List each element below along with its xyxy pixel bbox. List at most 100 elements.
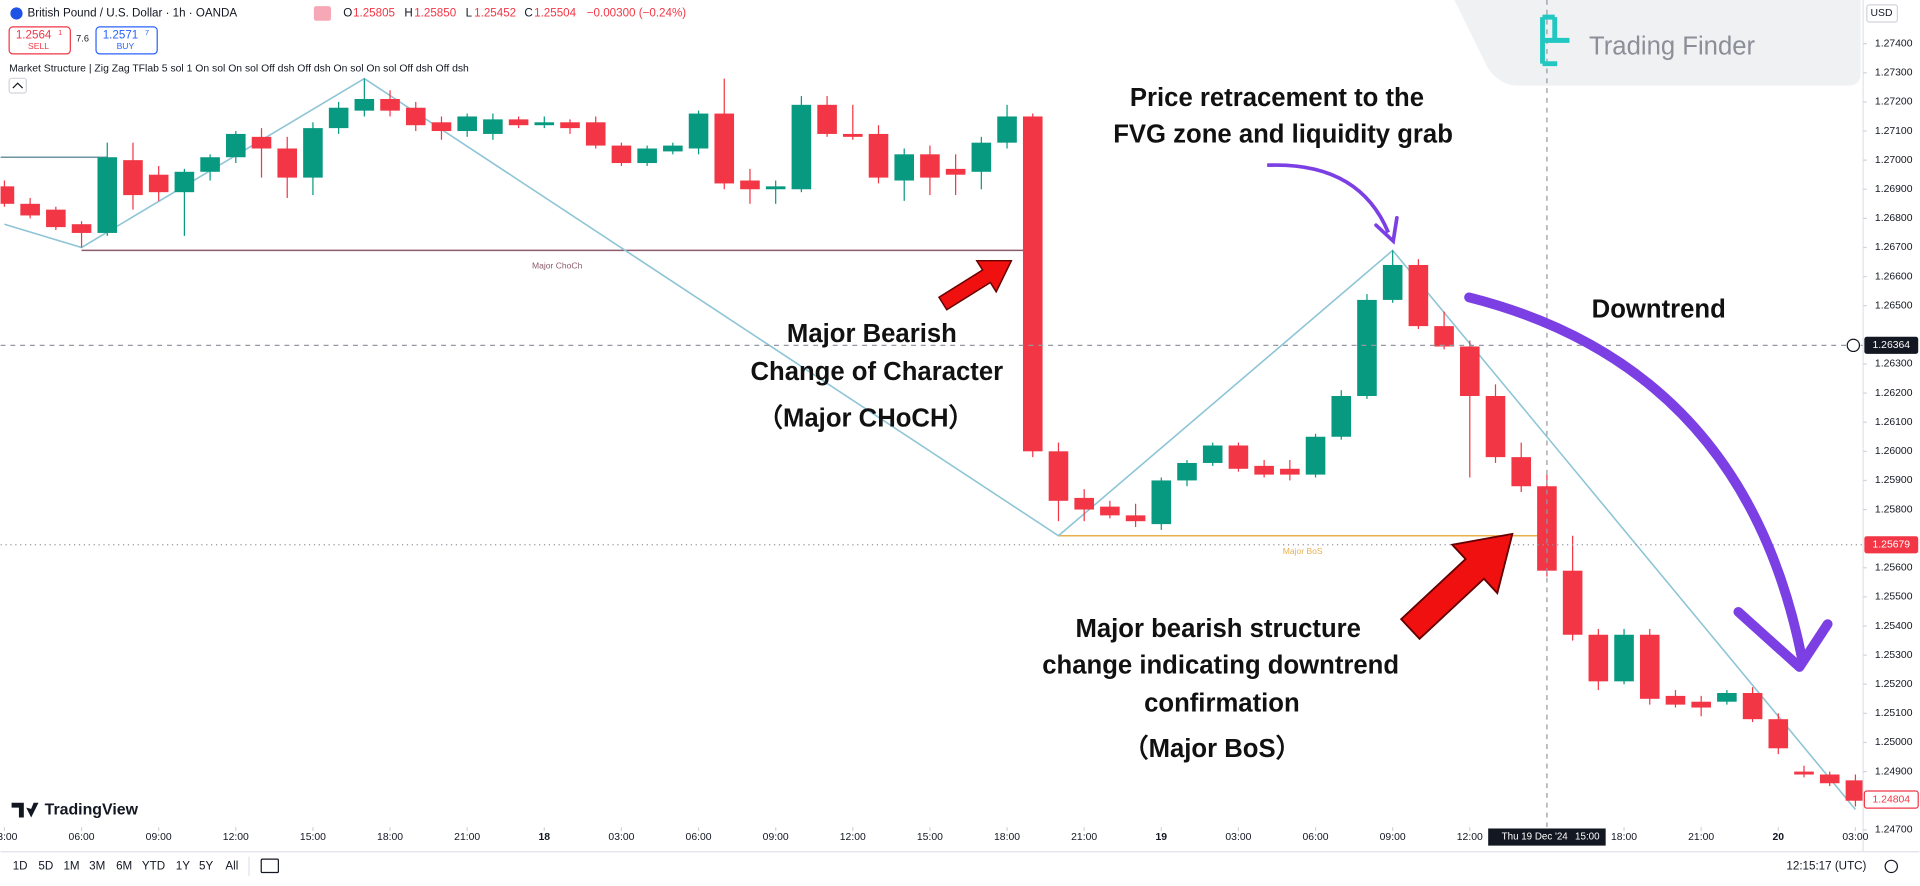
sell-price: 1.2564 xyxy=(16,29,52,42)
y-tick-label: 1.26600 xyxy=(1875,271,1913,282)
range-button[interactable]: 6M xyxy=(116,859,132,872)
indicator: Market Structure | Zig Zag TFlab 5 sol 1… xyxy=(9,63,469,74)
candle-body xyxy=(560,122,580,129)
symbol: British Pound / U.S. Dollar · 1h · OANDA xyxy=(27,7,237,20)
buy-label: BUY xyxy=(117,41,135,51)
spread: 7.6 xyxy=(76,34,89,44)
status-icon xyxy=(313,6,331,21)
x-tick-label: 12:00 xyxy=(223,832,249,843)
candle-body xyxy=(765,186,786,190)
candle-body xyxy=(123,160,143,196)
range-button[interactable]: All xyxy=(225,859,238,872)
x-tick-label: 06:00 xyxy=(69,832,95,843)
ohlc-label: H xyxy=(404,7,412,20)
range-button[interactable]: 1M xyxy=(63,859,79,872)
x-tick-label: 03:00 xyxy=(0,832,18,843)
ohlc-label: L xyxy=(466,7,473,20)
candle-body xyxy=(585,122,606,146)
candle-body xyxy=(1639,634,1660,699)
candle-body xyxy=(1794,771,1814,775)
y-tick-label: 1.25100 xyxy=(1875,708,1913,719)
x-tick-label: 09:00 xyxy=(763,832,789,843)
annotation: Price retracement to the xyxy=(1130,84,1424,112)
candle-body xyxy=(277,148,298,178)
toolbar xyxy=(0,851,1920,886)
candle-body xyxy=(354,98,375,111)
candle-body xyxy=(1048,451,1069,501)
symbol-icon xyxy=(10,7,23,20)
x-tick-label: 09:00 xyxy=(1380,832,1406,843)
candle-body xyxy=(1434,326,1454,347)
candle-body xyxy=(1100,506,1120,516)
candle-body xyxy=(1717,692,1737,702)
buy-button[interactable] xyxy=(95,26,158,55)
candle-body xyxy=(1665,695,1686,705)
y-tick-label: 1.25600 xyxy=(1875,563,1913,574)
settings-button[interactable] xyxy=(1884,859,1899,874)
candle-body xyxy=(817,104,837,134)
candle-body xyxy=(843,133,863,137)
annotation: FVG zone and liquidity grab xyxy=(1113,121,1453,149)
sell-pip: 1 xyxy=(58,28,62,37)
candle-body xyxy=(303,128,323,178)
x-tick-label: 12:00 xyxy=(1457,832,1483,843)
crosshair-y-badge xyxy=(1864,336,1919,354)
candle-body xyxy=(1022,116,1043,452)
range-button[interactable]: 5Y xyxy=(199,859,213,872)
candle-body xyxy=(226,133,246,158)
candle-body xyxy=(200,157,220,172)
red-arrow xyxy=(1399,532,1514,641)
x-tick-label: 21:00 xyxy=(1688,832,1714,843)
candle-body xyxy=(611,145,632,164)
candle-body xyxy=(868,133,889,178)
crosshair-add-button[interactable] xyxy=(1846,338,1861,353)
y-tick-label: 1.26300 xyxy=(1875,359,1913,370)
candle-body xyxy=(380,98,400,111)
candle-body xyxy=(1845,780,1864,801)
buy-pip: 7 xyxy=(145,28,149,37)
x-tick-label: 03:00 xyxy=(1225,832,1251,843)
range-button[interactable]: 1D xyxy=(13,859,28,872)
tv-icon xyxy=(11,802,39,818)
sell-button[interactable] xyxy=(8,26,71,55)
annotation: Major Bearish xyxy=(787,320,957,348)
x-tick-label: 12:00 xyxy=(840,832,866,843)
candle-body xyxy=(1280,468,1300,475)
x-tick-label: 20 xyxy=(1773,832,1785,843)
y-tick-label: 1.27000 xyxy=(1875,155,1913,166)
candle-body xyxy=(328,107,349,129)
candle-body xyxy=(920,154,940,178)
purple-arrowhead xyxy=(1374,215,1399,245)
candle-body xyxy=(405,107,426,126)
candle-body xyxy=(1768,719,1789,749)
annotation: （Major BoS） xyxy=(1123,734,1301,763)
date-range-button[interactable] xyxy=(260,858,279,874)
candle-body xyxy=(1151,480,1172,525)
crosshair-x-label: Thu 19 Dec '24 xyxy=(1502,832,1569,843)
collapse-button[interactable] xyxy=(8,77,27,94)
range-button[interactable]: 5D xyxy=(38,859,53,872)
candle-body xyxy=(508,119,529,126)
ohlc-label: C xyxy=(524,7,532,20)
range-button[interactable]: 1Y xyxy=(176,859,190,872)
candle-body xyxy=(457,116,477,132)
y-tick-label: 1.26200 xyxy=(1875,388,1913,399)
plot: Major ChoCh Major BoS xyxy=(0,0,1864,828)
annotation: Change of Character xyxy=(750,358,1003,386)
range-button[interactable]: YTD xyxy=(142,859,165,872)
range-button[interactable]: 3M xyxy=(89,859,105,872)
candle-body xyxy=(534,122,555,126)
axes: 1.27400 1.27300 1.27200 1.27100 1.27000 1.269… xyxy=(0,38,1919,846)
candle-body xyxy=(1305,436,1326,475)
y-tick-label: 1.25300 xyxy=(1875,650,1913,661)
sell-label: SELL xyxy=(28,41,49,51)
candle-body xyxy=(1357,299,1377,396)
candle-body xyxy=(251,136,272,149)
currency-button[interactable] xyxy=(1866,4,1899,23)
level-label: Major BoS xyxy=(1283,546,1323,556)
price-axis xyxy=(1863,0,1920,852)
candle-body xyxy=(1074,497,1094,510)
ohlc-label: O xyxy=(343,7,352,20)
x-tick-label: 21:00 xyxy=(1071,832,1097,843)
y-tick-label: 1.26500 xyxy=(1875,300,1913,311)
